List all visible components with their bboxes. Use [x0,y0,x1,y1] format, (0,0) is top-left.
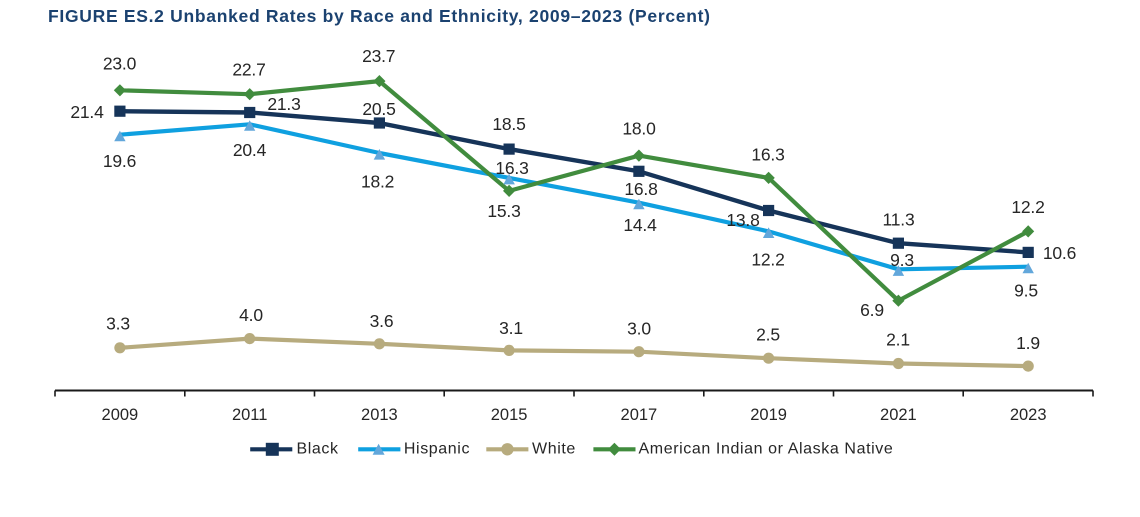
svg-text:15.3: 15.3 [487,201,520,221]
svg-text:18.5: 18.5 [492,114,525,134]
svg-text:14.4: 14.4 [623,215,657,235]
svg-text:9.3: 9.3 [890,250,914,270]
svg-text:4.0: 4.0 [239,305,263,325]
svg-text:White: White [532,441,576,458]
svg-text:2.5: 2.5 [756,325,780,345]
svg-text:2013: 2013 [361,406,398,424]
svg-text:3.3: 3.3 [106,314,130,334]
svg-text:Black: Black [297,441,340,458]
svg-text:2.1: 2.1 [886,330,910,350]
svg-text:Hispanic: Hispanic [404,441,470,458]
svg-text:2009: 2009 [102,406,139,424]
svg-text:2015: 2015 [491,406,528,424]
svg-text:2023: 2023 [1010,406,1047,424]
svg-text:10.6: 10.6 [1043,243,1076,263]
svg-text:18.0: 18.0 [622,119,656,139]
svg-text:American Indian or Alaska Nati: American Indian or Alaska Native [639,441,894,458]
svg-text:20.5: 20.5 [362,99,395,119]
svg-text:20.4: 20.4 [233,140,267,160]
svg-text:2011: 2011 [232,406,267,424]
svg-text:16.8: 16.8 [624,179,657,199]
svg-text:16.3: 16.3 [495,158,528,178]
svg-text:3.1: 3.1 [499,318,523,338]
svg-text:12.2: 12.2 [1011,197,1044,217]
svg-text:23.7: 23.7 [362,46,395,66]
svg-text:23.0: 23.0 [103,54,137,74]
svg-text:12.2: 12.2 [751,250,784,270]
svg-text:3.0: 3.0 [627,319,651,339]
svg-text:1.9: 1.9 [1016,333,1040,353]
svg-text:11.3: 11.3 [883,210,915,230]
svg-text:3.6: 3.6 [370,311,394,331]
svg-text:21.4: 21.4 [70,102,104,122]
svg-text:16.3: 16.3 [751,145,784,165]
svg-text:2019: 2019 [750,406,787,424]
svg-text:18.2: 18.2 [361,172,394,192]
svg-text:13.8: 13.8 [726,210,759,230]
svg-text:22.7: 22.7 [232,60,265,80]
svg-text:9.5: 9.5 [1014,281,1038,301]
svg-text:19.6: 19.6 [103,151,136,171]
svg-text:21.3: 21.3 [267,94,300,114]
svg-text:2017: 2017 [621,406,658,424]
svg-text:2021: 2021 [880,406,917,424]
svg-text:FIGURE ES.2 Unbanked Rates by: FIGURE ES.2 Unbanked Rates by Race and E… [48,6,711,26]
svg-text:6.9: 6.9 [860,300,884,320]
